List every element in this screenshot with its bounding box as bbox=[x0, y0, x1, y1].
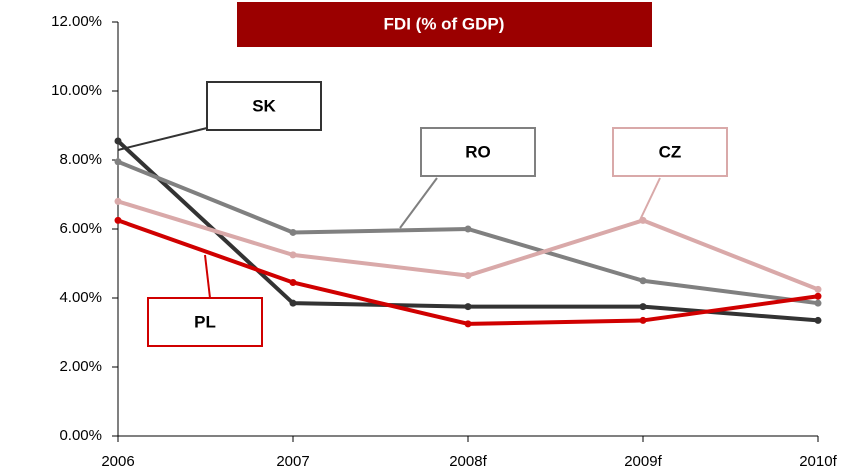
point bbox=[814, 316, 822, 324]
series-label: SK bbox=[252, 96, 276, 115]
point bbox=[114, 158, 122, 166]
y-tick-label: 10.00% bbox=[51, 82, 102, 99]
point bbox=[114, 197, 122, 205]
callout-line bbox=[204, 254, 211, 299]
callout-line bbox=[639, 177, 661, 221]
x-tick-label: 2007 bbox=[276, 453, 309, 470]
series-label: CZ bbox=[659, 142, 682, 161]
x-tick-label: 2008f bbox=[449, 453, 487, 470]
point bbox=[639, 316, 647, 324]
point bbox=[639, 277, 647, 285]
y-tick-label: 0.00% bbox=[59, 427, 102, 444]
point bbox=[814, 299, 822, 307]
point bbox=[289, 228, 297, 236]
point bbox=[639, 303, 647, 311]
series-label: PL bbox=[194, 312, 216, 331]
point bbox=[114, 137, 122, 145]
point bbox=[464, 303, 472, 311]
point bbox=[464, 272, 472, 280]
point bbox=[464, 225, 472, 233]
y-tick-label: 12.00% bbox=[51, 13, 102, 30]
point bbox=[289, 299, 297, 307]
y-tick-label: 8.00% bbox=[59, 151, 102, 168]
y-tick-label: 2.00% bbox=[59, 358, 102, 375]
callout-line bbox=[117, 127, 208, 151]
x-tick-label: 2006 bbox=[101, 453, 134, 470]
label-box bbox=[612, 127, 728, 177]
label-box bbox=[147, 297, 263, 347]
point bbox=[814, 292, 822, 300]
point bbox=[114, 216, 122, 224]
chart-title: FDI (% of GDP) bbox=[384, 14, 505, 33]
label-box bbox=[206, 81, 322, 131]
point bbox=[814, 285, 822, 293]
series-label: RO bbox=[465, 142, 491, 161]
point bbox=[289, 278, 297, 286]
point bbox=[464, 320, 472, 328]
x-tick-label: 2009f bbox=[624, 453, 662, 470]
y-tick-label: 4.00% bbox=[59, 289, 102, 306]
callout-line bbox=[399, 177, 438, 229]
title-background bbox=[237, 2, 652, 47]
point bbox=[289, 251, 297, 259]
x-tick-label: 2010f bbox=[799, 453, 837, 470]
label-box bbox=[420, 127, 536, 177]
y-tick-label: 6.00% bbox=[59, 220, 102, 237]
